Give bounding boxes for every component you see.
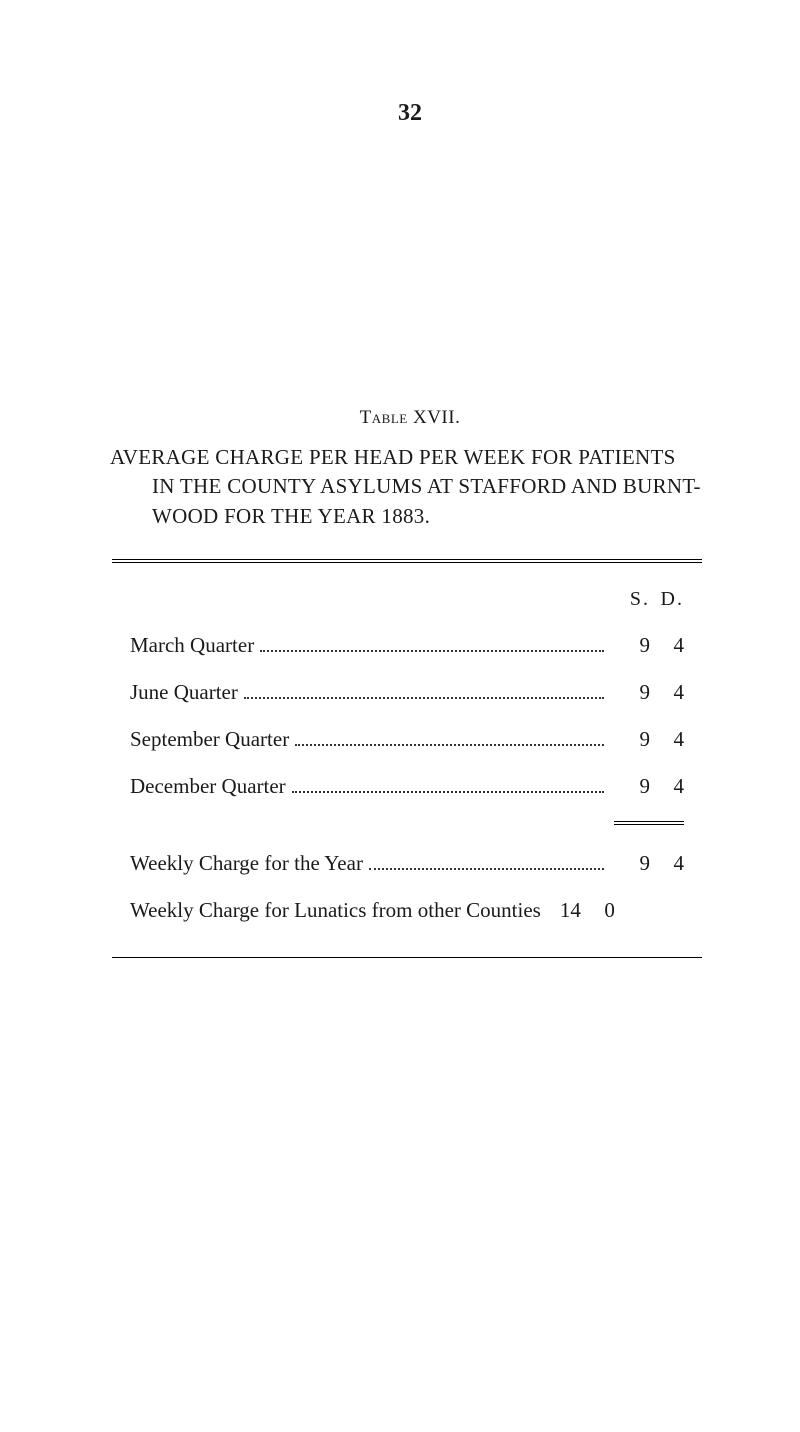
row-label: September Quarter — [130, 727, 289, 752]
row-label: June Quarter — [130, 680, 238, 705]
row-label: Weekly Charge for Lunatics from other Co… — [130, 898, 541, 923]
title-block: AVERAGE CHARGE PER HEAD PER WEEK FOR PAT… — [110, 443, 710, 531]
row-pence: 0 — [581, 898, 615, 923]
table-label: Table XVII. — [110, 407, 710, 429]
page-number: 32 — [110, 100, 710, 127]
row-shillings: 9 — [610, 851, 650, 876]
row-pence: 4 — [650, 851, 684, 876]
table-row: March Quarter 9 4 — [130, 633, 684, 658]
leader-dots — [295, 727, 604, 746]
row-pence: 4 — [650, 680, 684, 705]
row-shillings: 14 — [541, 898, 581, 923]
table-header: S. D. — [130, 588, 684, 611]
row-shillings: 9 — [610, 680, 650, 705]
table-row: September Quarter 9 4 — [130, 727, 684, 752]
row-label: December Quarter — [130, 774, 286, 799]
leader-dots — [244, 680, 604, 699]
charge-table: S. D. March Quarter 9 4 June Quarter 9 4… — [112, 559, 702, 958]
row-shillings: 9 — [610, 727, 650, 752]
header-pence: D. — [650, 588, 684, 611]
table-row: December Quarter 9 4 — [130, 774, 684, 799]
table-row: Weekly Charge for the Year 9 4 — [130, 851, 684, 876]
subtotal-rule — [614, 821, 684, 825]
title-line-2: IN THE COUNTY ASYLUMS AT STAFFORD AND BU… — [110, 472, 710, 501]
title-line-3: WOOD FOR THE YEAR 1883. — [110, 502, 710, 531]
row-shillings: 9 — [610, 774, 650, 799]
title-line-1: AVERAGE CHARGE PER HEAD PER WEEK FOR PAT… — [110, 445, 676, 469]
table-row: Weekly Charge for Lunatics from other Co… — [130, 898, 684, 923]
row-shillings: 9 — [610, 633, 650, 658]
leader-dots — [369, 851, 604, 870]
leader-dots — [260, 633, 604, 652]
row-pence: 4 — [650, 774, 684, 799]
leader-dots — [292, 774, 604, 793]
row-label: March Quarter — [130, 633, 254, 658]
table-row: June Quarter 9 4 — [130, 680, 684, 705]
header-shillings: S. — [610, 588, 650, 611]
rule-inner-top — [112, 562, 702, 563]
header-spacer — [130, 588, 610, 611]
row-pence: 4 — [650, 727, 684, 752]
row-pence: 4 — [650, 633, 684, 658]
page: 32 Table XVII. AVERAGE CHARGE PER HEAD P… — [0, 0, 800, 1432]
row-label: Weekly Charge for the Year — [130, 851, 363, 876]
